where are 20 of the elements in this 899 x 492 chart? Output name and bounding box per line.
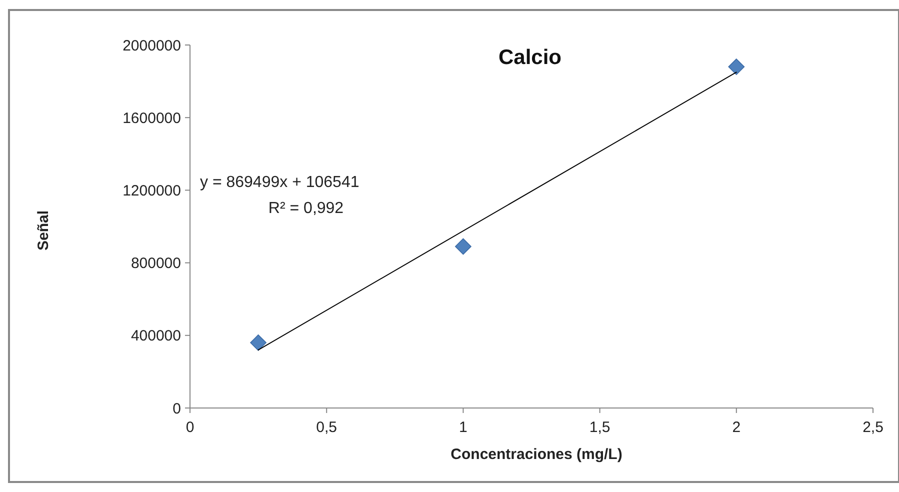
- point: [728, 58, 745, 75]
- point: [250, 334, 266, 351]
- x-tick-label: 2,5: [862, 419, 884, 436]
- y-tick-label: 400000: [130, 328, 181, 345]
- y-tick-label: 0: [172, 400, 181, 418]
- x-tick-label: 1: [459, 419, 468, 436]
- y-tick-label: 1200000: [122, 182, 181, 200]
- annotation: y = 869499x + 106541: [200, 174, 360, 191]
- x-axis-title: Concentraciones (mg/L): [450, 446, 622, 463]
- y-tick-label: 2000000: [122, 37, 181, 54]
- x-tick-label: 2: [732, 419, 741, 436]
- x-tick-label: 0,5: [316, 419, 338, 436]
- y-tick-label: 800000: [130, 255, 181, 272]
- y-axis-title: Señal: [35, 210, 52, 251]
- x-tick-label: 1,5: [589, 419, 610, 436]
- chart-title: Calcio: [498, 46, 562, 69]
- y-tick-label: 1600000: [122, 110, 181, 127]
- annotation: R² = 0,992: [268, 200, 344, 217]
- point: [455, 238, 472, 255]
- x-tick-label: 0: [186, 419, 194, 436]
